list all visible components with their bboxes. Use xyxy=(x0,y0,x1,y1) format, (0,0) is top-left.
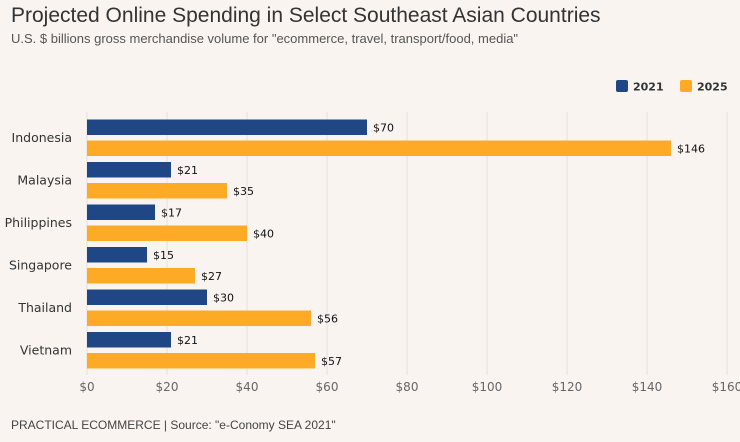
x-tick-label: $80 xyxy=(396,380,419,394)
data-label: $17 xyxy=(161,206,182,219)
bars xyxy=(87,119,671,369)
x-tick-label: $0 xyxy=(79,380,94,394)
category-label: Thailand xyxy=(17,300,72,315)
data-label: $70 xyxy=(373,121,394,134)
x-tick-label: $100 xyxy=(472,380,503,394)
bar-singapore-2025 xyxy=(87,268,195,284)
legend-swatch-2025 xyxy=(680,80,692,92)
x-tick-label: $140 xyxy=(632,380,663,394)
bar-chart: $0 $20 $40 $60 $80 $100 $120 $140 $160 $70 $146 Ind… xyxy=(5,80,740,394)
x-tick-label: $160 xyxy=(712,380,740,394)
data-label: $40 xyxy=(253,227,274,240)
legend-swatch-2021 xyxy=(616,80,628,92)
bar-vietnam-2025 xyxy=(87,353,315,369)
legend: 2021 2025 xyxy=(616,80,728,94)
bar-philippines-2025 xyxy=(87,225,247,241)
x-tick-label: $120 xyxy=(552,380,583,394)
bar-vietnam-2021 xyxy=(87,332,171,348)
bar-malaysia-2025 xyxy=(87,183,227,199)
bar-indonesia-2025 xyxy=(87,140,671,156)
data-label: $146 xyxy=(677,142,705,155)
data-label: $21 xyxy=(177,334,198,347)
bar-malaysia-2021 xyxy=(87,162,171,178)
data-label: $30 xyxy=(213,291,234,304)
bar-philippines-2021 xyxy=(87,204,155,220)
data-label: $27 xyxy=(201,270,222,283)
category-label: Philippines xyxy=(5,215,72,230)
data-label: $21 xyxy=(177,164,198,177)
labels: $0 $20 $40 $60 $80 $100 $120 $140 $160 $70 $146 Ind… xyxy=(5,121,740,394)
x-tick-label: $60 xyxy=(316,380,339,394)
category-label: Singapore xyxy=(9,257,72,272)
data-label: $57 xyxy=(321,355,342,368)
category-label: Malaysia xyxy=(17,172,72,187)
legend-label-2021: 2021 xyxy=(633,81,664,94)
data-label: $56 xyxy=(317,312,338,325)
bar-thailand-2025 xyxy=(87,310,311,326)
bar-thailand-2021 xyxy=(87,289,207,305)
source-footer: PRACTICAL ECOMMERCE | Source: "e-Conomy … xyxy=(11,418,336,432)
chart-subtitle: U.S. $ billions gross merchandise volume… xyxy=(11,31,519,46)
bar-indonesia-2021 xyxy=(87,119,367,135)
category-label: Vietnam xyxy=(20,342,72,357)
category-label: Indonesia xyxy=(12,130,72,145)
legend-label-2025: 2025 xyxy=(697,81,728,94)
bar-singapore-2021 xyxy=(87,247,147,263)
x-tick-label: $40 xyxy=(236,380,259,394)
chart-title: Projected Online Spending in Select Sout… xyxy=(11,4,601,27)
data-label: $15 xyxy=(153,249,174,262)
data-label: $35 xyxy=(233,185,254,198)
x-tick-label: $20 xyxy=(156,380,179,394)
